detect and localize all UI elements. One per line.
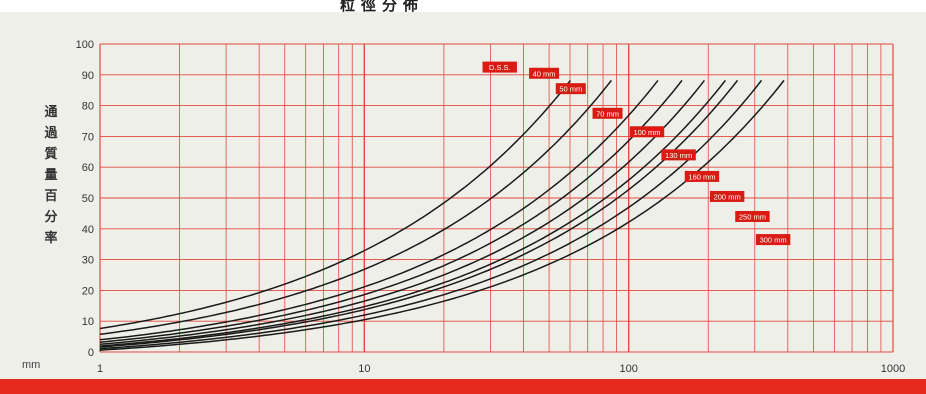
- series-line: [99, 79, 683, 344]
- bottom-red-bar: [0, 379, 926, 394]
- y-tick-label: 40: [82, 224, 94, 236]
- y-tick-label: 80: [82, 101, 94, 113]
- series-line: [99, 79, 705, 346]
- x-tick-label: 10: [358, 363, 370, 375]
- y-tick-label: 0: [88, 347, 94, 359]
- series-line: [99, 79, 659, 341]
- series-label: 250 mm: [739, 212, 766, 221]
- series-label: 200 mm: [714, 192, 741, 201]
- x-tick-label: 1000: [881, 363, 905, 375]
- series-label: 300 mm: [760, 236, 787, 245]
- series-line: [99, 79, 612, 336]
- series-line: [99, 79, 785, 351]
- series-line: [99, 79, 726, 347]
- series-label: D.S.S.: [489, 63, 511, 72]
- chart-title: 粒徑分佈: [340, 0, 425, 14]
- y-tick-label: 10: [82, 316, 94, 328]
- y-axis-label: 通過質量百分率: [44, 105, 58, 246]
- x-tick-label: 1: [97, 363, 103, 375]
- series-label-box: [592, 107, 623, 119]
- y-tick-label: 90: [82, 70, 94, 82]
- series-label: 160 mm: [688, 172, 715, 181]
- series-label-box: [661, 149, 696, 161]
- series-label-box: [629, 126, 665, 138]
- series-label-box: [684, 170, 720, 182]
- series-label: 50 mm: [559, 85, 582, 94]
- x-tick-label: 100: [619, 363, 637, 375]
- y-tick-label: 60: [82, 162, 94, 174]
- y-tick-label: 100: [76, 39, 94, 51]
- series-label-box: [482, 61, 517, 73]
- series-label-box: [735, 210, 770, 222]
- series-line: [99, 79, 739, 348]
- series-label-box: [555, 83, 586, 95]
- series-label-box: [709, 190, 745, 202]
- series-line: [99, 79, 763, 350]
- series-label: 70 mm: [596, 109, 619, 118]
- series-label: 40 mm: [533, 69, 556, 78]
- series-line: [99, 79, 571, 330]
- series-label-box: [755, 234, 791, 246]
- x-axis-unit: mm: [22, 359, 41, 371]
- y-tick-label: 50: [82, 193, 94, 205]
- series-label: 130 mm: [665, 151, 692, 160]
- top-band: [0, 0, 926, 12]
- y-tick-label: 20: [82, 285, 94, 297]
- y-tick-label: 70: [82, 131, 94, 143]
- series-label: 100 mm: [633, 128, 660, 137]
- y-tick-label: 30: [82, 255, 94, 267]
- series-label-box: [529, 67, 560, 79]
